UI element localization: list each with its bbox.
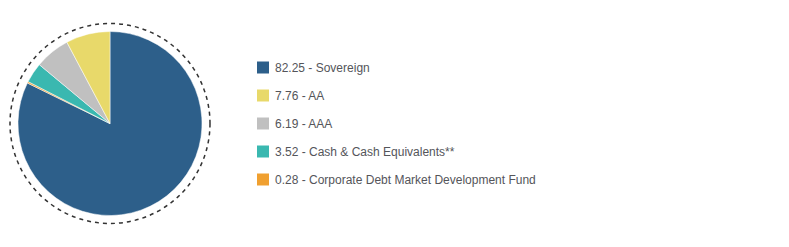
svg-text:0.28 - Corporate Debt Market D: 0.28 - Corporate Debt Market Development… — [275, 173, 536, 187]
svg-text:3.52 - Cash & Cash Equivalents: 3.52 - Cash & Cash Equivalents** — [275, 145, 455, 159]
svg-text:6.19 - AAA: 6.19 - AAA — [275, 117, 332, 131]
svg-text:7.76 - AA: 7.76 - AA — [275, 89, 324, 103]
svg-text:82.25 - Sovereign: 82.25 - Sovereign — [275, 61, 370, 75]
